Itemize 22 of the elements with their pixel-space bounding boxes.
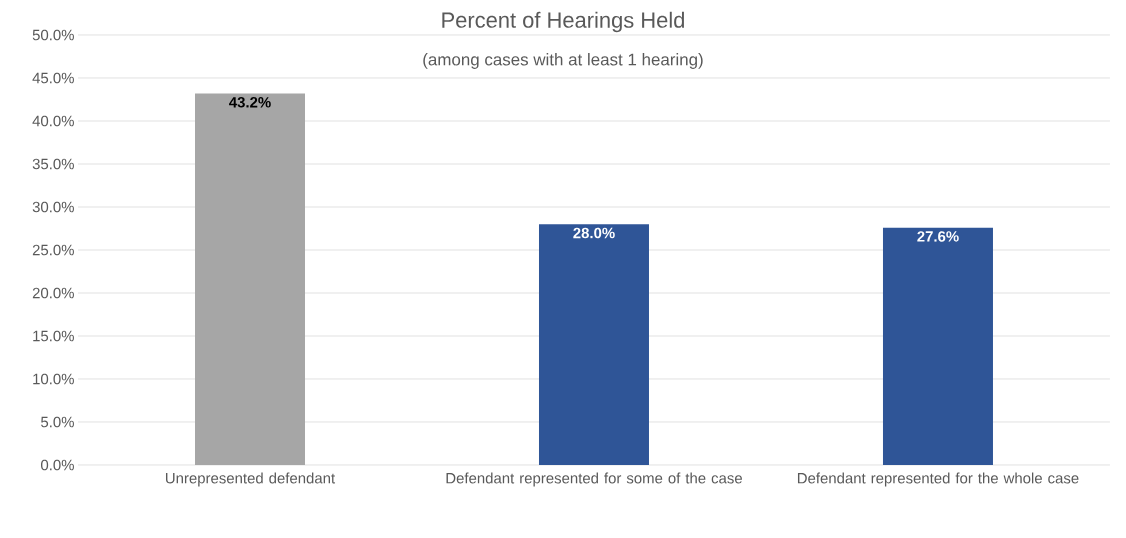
y-tick-label: 20.0%: [32, 287, 74, 299]
data-label: 28.0%: [573, 227, 615, 239]
y-tick-label: 45.0%: [32, 72, 74, 84]
y-tick-label: 25.0%: [32, 244, 74, 256]
data-label: 43.2%: [229, 96, 271, 108]
y-tick-label: 10.0%: [33, 373, 74, 385]
x-tick-label: Unrepresented defendant: [166, 472, 336, 487]
text: (among cases with at least 1 hearing): [423, 53, 703, 69]
chart-title: Percent of Hearings Held: [442, 11, 684, 33]
y-tick-label: 0.0%: [41, 459, 74, 471]
bar: [195, 93, 305, 465]
data-label: 27.6%: [917, 231, 959, 242]
y-tick-label: 35.0%: [32, 158, 74, 170]
y-tick-label: 5.0%: [41, 416, 74, 428]
y-tick-label: 30.0%: [32, 201, 74, 213]
y-tick-label: 15.0%: [33, 330, 74, 342]
y-tick-label: 40.0%: [32, 115, 74, 127]
x-tick-label: Defendant represented for some of the case: [446, 472, 742, 487]
x-tick-label: Defendant represented for the whole case: [797, 472, 1079, 487]
bar: [882, 227, 993, 465]
y-tick-label: 50.0%: [32, 29, 74, 41]
bar: [538, 224, 649, 465]
